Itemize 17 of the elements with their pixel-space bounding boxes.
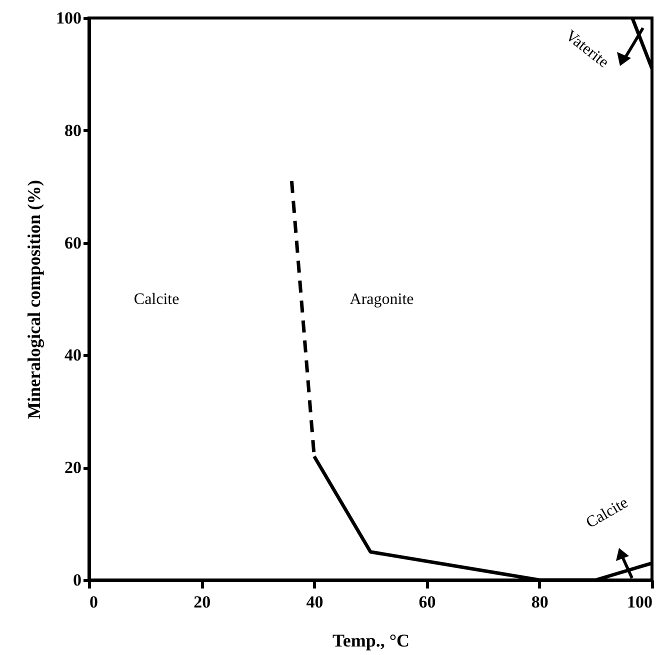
- y-tick-label: 80: [64, 120, 82, 140]
- x-tick-label: 40: [306, 592, 324, 612]
- y-tick-label: 0: [73, 570, 82, 590]
- y-tick-label: 40: [64, 346, 82, 365]
- x-axis-title: Temp., °C: [332, 630, 410, 650]
- x-tick-label: 60: [418, 592, 436, 612]
- y-tick-label: 20: [64, 458, 82, 478]
- x-tick-label: 20: [194, 592, 211, 612]
- x-tick-label: 80: [531, 592, 548, 612]
- annotation: Calcite: [134, 291, 180, 308]
- y-tick-label: 60: [64, 233, 82, 252]
- x-tick-label: 100: [627, 592, 652, 612]
- annotation: Aragonite: [350, 291, 414, 308]
- y-tick-label: 100: [56, 8, 82, 28]
- annotation: Calcite: [583, 494, 632, 532]
- y-axis-title: Mineralogical composition (%): [24, 180, 44, 419]
- x-tick-label: 0: [90, 592, 98, 612]
